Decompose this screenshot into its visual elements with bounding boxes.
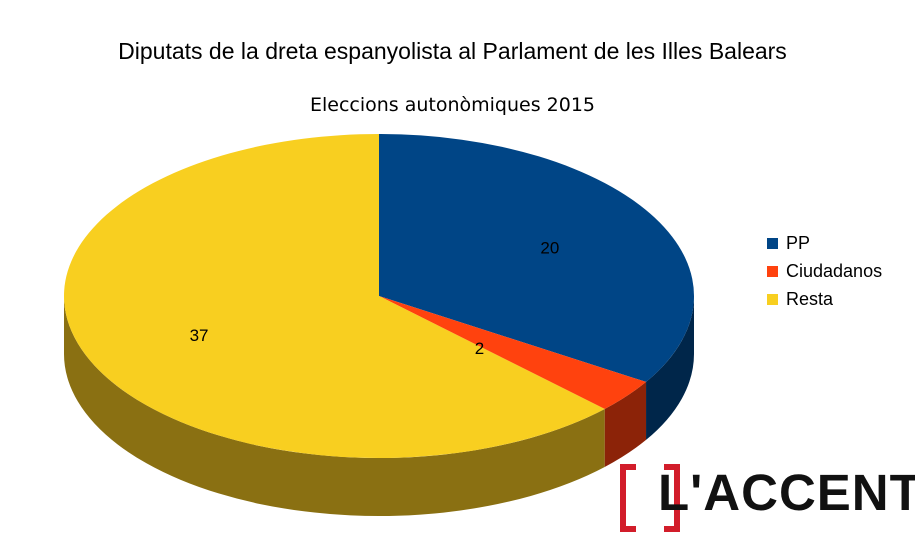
pie-side-resta [64, 296, 605, 516]
logo-text: L'ACCENT [658, 464, 915, 521]
logo-bracket-mark [618, 464, 682, 532]
data-label-pp: 20 [540, 238, 559, 257]
laccent-logo: L'ACCENT [618, 462, 915, 532]
legend-swatch-resta [767, 293, 778, 305]
data-label-ciudadanos: 2 [475, 339, 484, 358]
chart-title: Diputats de la dreta espanyolista al Par… [118, 38, 787, 64]
chart-subtitle: Eleccions autonòmiques 2015 [309, 94, 596, 116]
legend-item-ciudadanos: Ciudadanos [767, 257, 882, 285]
legend-label-resta: Resta [786, 288, 834, 309]
data-label-resta: 37 [190, 326, 209, 345]
legend: PP Ciudadanos Resta [767, 229, 882, 313]
legend-swatch-pp [767, 237, 778, 249]
legend-item-pp: PP [767, 229, 882, 257]
pie-slice-resta [63, 134, 605, 459]
pie-side-pp [646, 296, 694, 440]
legend-swatch-ciudadanos [767, 265, 778, 277]
pie-slice-pp [379, 134, 694, 382]
legend-label-ciudadanos: Ciudadanos [786, 260, 883, 281]
pie-side-ciudadanos [604, 381, 647, 468]
pie-slice-ciudadanos [379, 296, 647, 410]
legend-label-pp: PP [786, 232, 811, 253]
legend-item-resta: Resta [767, 285, 882, 313]
